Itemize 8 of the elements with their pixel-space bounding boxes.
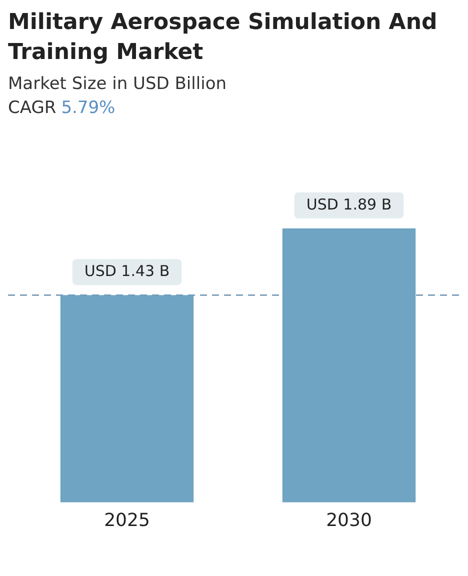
data-label: USD 1.43 B bbox=[84, 262, 170, 280]
text: 5.79% bbox=[61, 98, 116, 118]
chart-title: Military Aerospace Simulation And Training Market bbox=[8, 9, 438, 67]
chart-subtitle: Market Size in USD Billion bbox=[8, 74, 228, 94]
data-label: USD 1.89 B bbox=[306, 195, 392, 214]
x-tick-label: 2025 bbox=[104, 510, 150, 531]
x-tick-label: 2030 bbox=[326, 510, 372, 531]
text: CAGR bbox=[8, 98, 56, 118]
